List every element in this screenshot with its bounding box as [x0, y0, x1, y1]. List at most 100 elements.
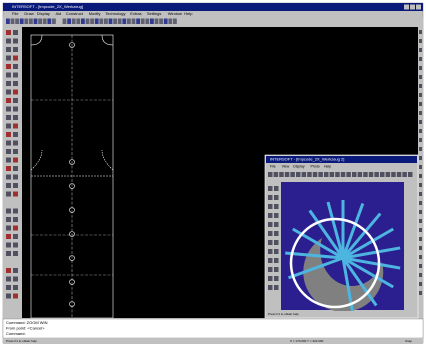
tool-button[interactable]: [419, 237, 422, 241]
tool-button[interactable]: [13, 132, 18, 137]
tool-button[interactable]: [419, 48, 422, 52]
tool-button[interactable]: [13, 115, 18, 120]
tool-button[interactable]: [346, 172, 351, 177]
tool-button[interactable]: [419, 111, 422, 115]
tool-button[interactable]: [47, 18, 52, 25]
tool-button[interactable]: [163, 18, 168, 25]
tool-button[interactable]: [104, 18, 108, 25]
tool-button[interactable]: [13, 55, 18, 61]
menu-item[interactable]: Photo: [311, 164, 320, 168]
tool-button[interactable]: [419, 138, 422, 142]
tool-button[interactable]: [71, 18, 76, 25]
tool-button[interactable]: [419, 156, 422, 160]
tool-button[interactable]: [279, 172, 284, 177]
tool-button[interactable]: [419, 201, 422, 205]
tool-button[interactable]: [145, 18, 150, 25]
tool-button[interactable]: [274, 204, 279, 209]
menu-item[interactable]: Settings: [147, 11, 161, 16]
tool-button[interactable]: [419, 66, 422, 70]
tool-button[interactable]: [312, 172, 318, 177]
tool-button[interactable]: [419, 84, 422, 88]
tool-button[interactable]: [13, 217, 18, 222]
tool-button[interactable]: [10, 18, 15, 25]
tool-button[interactable]: [13, 123, 18, 129]
tool-button[interactable]: [402, 172, 407, 177]
tool-button[interactable]: [13, 234, 18, 239]
tool-button[interactable]: [13, 38, 18, 44]
tool-button[interactable]: [274, 258, 279, 263]
tool-button[interactable]: [127, 18, 131, 25]
tool-button[interactable]: [284, 172, 290, 177]
tool-button[interactable]: [159, 18, 163, 25]
tool-button[interactable]: [419, 75, 422, 79]
tool-button[interactable]: [131, 18, 136, 25]
tool-button[interactable]: [6, 98, 11, 103]
tool-button[interactable]: [419, 120, 422, 124]
tool-button[interactable]: [168, 18, 173, 25]
tool-button[interactable]: [419, 165, 422, 169]
tool-button[interactable]: [140, 18, 145, 25]
tool-button[interactable]: [24, 18, 29, 25]
tool-button[interactable]: [274, 213, 279, 218]
menu-item[interactable]: Help: [324, 164, 331, 168]
tool-button[interactable]: [6, 89, 11, 95]
tool-button[interactable]: [419, 246, 422, 250]
tool-button[interactable]: [268, 249, 273, 254]
menu-item[interactable]: Extras: [130, 11, 141, 16]
tool-button[interactable]: [136, 18, 140, 25]
tool-button[interactable]: [6, 72, 11, 78]
tool-button[interactable]: [13, 64, 18, 69]
tool-button[interactable]: [13, 293, 18, 299]
menu-item[interactable]: Draw: [24, 11, 33, 16]
tool-button[interactable]: [357, 172, 363, 177]
tool-button[interactable]: [374, 172, 379, 177]
tool-button[interactable]: [6, 123, 11, 129]
tool-button[interactable]: [268, 240, 273, 245]
tool-button[interactable]: [419, 93, 422, 97]
tool-button[interactable]: [13, 251, 18, 256]
tool-button[interactable]: [419, 174, 422, 178]
tool-button[interactable]: [329, 172, 335, 177]
tool-button[interactable]: [13, 30, 18, 35]
tool-button[interactable]: [81, 18, 85, 25]
minimize-button[interactable]: [404, 4, 409, 10]
tool-button[interactable]: [290, 172, 295, 177]
tool-button[interactable]: [6, 38, 11, 44]
tool-button[interactable]: [6, 234, 11, 239]
tool-button[interactable]: [6, 30, 11, 35]
tool-button[interactable]: [67, 18, 71, 25]
tool-button[interactable]: [154, 18, 159, 25]
tool-button[interactable]: [13, 285, 18, 290]
tool-button[interactable]: [268, 267, 273, 272]
tool-button[interactable]: [324, 172, 329, 177]
tool-button[interactable]: [419, 102, 422, 106]
tool-button[interactable]: [419, 228, 422, 232]
tool-button[interactable]: [6, 208, 11, 214]
menu-item[interactable]: Modify: [89, 11, 101, 16]
tool-button[interactable]: [13, 268, 18, 273]
tool-button[interactable]: [13, 106, 18, 112]
tool-button[interactable]: [274, 276, 279, 281]
tool-button[interactable]: [99, 18, 104, 25]
tool-button[interactable]: [273, 172, 279, 177]
tool-button[interactable]: [76, 18, 81, 25]
tool-button[interactable]: [419, 39, 422, 43]
tool-button[interactable]: [122, 18, 127, 25]
tool-button[interactable]: [419, 30, 422, 34]
tool-button[interactable]: [6, 106, 11, 112]
tool-button[interactable]: [13, 174, 18, 180]
tool-button[interactable]: [6, 18, 10, 25]
menu-item[interactable]: Construct: [66, 11, 84, 16]
tool-button[interactable]: [380, 172, 385, 177]
tool-button[interactable]: [13, 242, 18, 248]
tool-button[interactable]: [274, 240, 279, 245]
menu-item[interactable]: Window: [168, 11, 182, 16]
tool-button[interactable]: [13, 72, 18, 78]
tool-button[interactable]: [90, 18, 94, 25]
tool-button[interactable]: [117, 18, 122, 25]
tool-button[interactable]: [419, 192, 422, 196]
tool-button[interactable]: [113, 18, 117, 25]
tool-button[interactable]: [274, 222, 279, 227]
menu-item[interactable]: Aid: [56, 11, 62, 16]
tool-button[interactable]: [419, 282, 422, 286]
